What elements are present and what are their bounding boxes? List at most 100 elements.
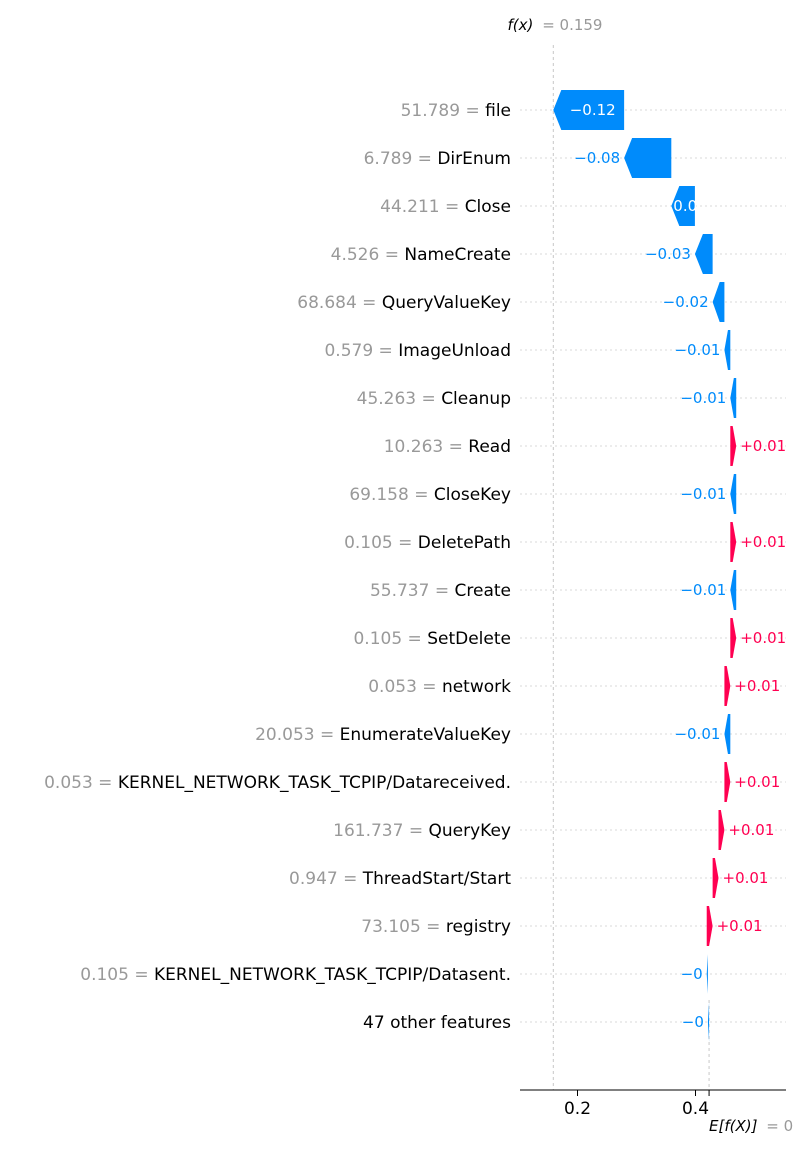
shap-value-label: +0.01 <box>717 917 763 935</box>
shap-value-label: +0.01 <box>740 629 786 647</box>
feature-name: QueryKey <box>429 821 512 841</box>
feature-label: 68.684 = QueryValueKey <box>297 293 511 313</box>
feature-label: 0.053 = KERNEL_NETWORK_TASK_TCPIP/Datare… <box>44 773 511 793</box>
negative-shap-bar <box>730 570 737 610</box>
fx-annotation: f(x) = 0.159 <box>508 16 603 34</box>
feature-value: 161.737 = <box>333 821 428 841</box>
shap-value-label: +0.01 <box>723 869 769 887</box>
negative-shap-bar <box>724 714 731 754</box>
feature-value: 0.053 = <box>368 677 442 697</box>
feature-label: 0.947 = ThreadStart/Start <box>289 869 511 889</box>
shap-value-label: +0.01 <box>734 677 780 695</box>
feature-label: 0.053 = network <box>368 677 511 697</box>
feature-value: 0.053 = <box>44 773 118 793</box>
ef-label: E[f(X)] <box>709 1117 758 1135</box>
shap-value-label: −0.01 <box>674 725 720 743</box>
positive-shap-bar <box>730 522 737 562</box>
negative-shap-bar <box>707 1002 710 1042</box>
x-axis: 0.2 0.4 <box>520 1089 786 1119</box>
negative-shap-bar <box>724 330 731 370</box>
feature-label: 55.737 = Create <box>370 581 511 601</box>
shap-value-label: −0.01 <box>674 341 720 359</box>
feature-label: 161.737 = QueryKey <box>333 821 511 841</box>
feature-value: 51.789 = <box>401 101 486 121</box>
negative-shap-bar <box>730 474 737 514</box>
feature-label: 51.789 = file <box>401 101 511 121</box>
positive-shap-bar <box>718 810 725 850</box>
feature-value: 0.579 = <box>324 341 398 361</box>
positive-shap-bar <box>730 426 737 466</box>
feature-name: EnumerateValueKey <box>340 725 511 745</box>
feature-value: 0.105 = <box>80 965 154 985</box>
shap-value-label: −0.08 <box>574 149 620 167</box>
feature-value: 0.105 = <box>344 533 418 553</box>
shap-value-label: +0.01 <box>740 437 786 455</box>
feature-value: 20.053 = <box>255 725 340 745</box>
positive-shap-bar <box>730 618 737 658</box>
feature-label: 69.158 = CloseKey <box>349 485 511 505</box>
negative-shap-bar <box>694 234 713 274</box>
feature-label: 0.579 = ImageUnload <box>324 341 511 361</box>
feature-label: 10.263 = Read <box>384 437 511 457</box>
shap-value-label: −0.01 <box>680 389 726 407</box>
feature-name: file <box>485 101 511 121</box>
feature-name: ThreadStart/Start <box>362 869 512 889</box>
feature-value: 10.263 = <box>384 437 469 457</box>
feature-name: registry <box>446 917 511 937</box>
feature-name: Read <box>468 437 511 457</box>
feature-value: 68.684 = <box>297 293 382 313</box>
ef-value: = 0 <box>766 1117 793 1135</box>
shap-value-label: +0.01 <box>728 821 774 839</box>
feature-label: 44.211 = Close <box>380 197 511 217</box>
shap-value-label: −0.01 <box>680 485 726 503</box>
feature-value: 44.211 = <box>380 197 465 217</box>
feature-label: 20.053 = EnumerateValueKey <box>255 725 511 745</box>
feature-value: 0.947 = <box>289 869 363 889</box>
positive-shap-bar <box>712 858 719 898</box>
feature-name: KERNEL_NETWORK_TASK_TCPIP/Datareceived. <box>118 773 511 793</box>
feature-name: ImageUnload <box>398 341 511 361</box>
positive-shap-bar <box>724 666 731 706</box>
shap-value-label: +0.01 <box>734 773 780 791</box>
feature-value: 6.789 = <box>364 149 438 169</box>
negative-shap-bar <box>624 138 672 178</box>
shap-value-label: −0 <box>681 965 703 983</box>
shap-value-label: −0.02 <box>663 293 709 311</box>
feature-label: 73.105 = registry <box>361 917 511 937</box>
feature-name: network <box>442 677 511 697</box>
shap-value-label: −0 <box>682 1013 704 1031</box>
feature-label: 45.263 = Cleanup <box>357 389 511 409</box>
negative-shap-bar <box>712 282 725 322</box>
label-layer: 51.789 = file −0.12 6.789 = DirEnum −0.08 44… <box>44 101 786 1033</box>
feature-label: 6.789 = DirEnum <box>364 149 511 169</box>
feature-value: 4.526 = <box>331 245 405 265</box>
shap-value-label: −0.01 <box>680 581 726 599</box>
negative-shap-bar <box>553 90 625 130</box>
feature-name: DeletePath <box>418 533 511 553</box>
fx-label: f(x) <box>508 16 534 34</box>
bar-layer <box>553 90 737 1042</box>
shap-value-label: −0.03 <box>645 245 691 263</box>
shap-value-label: +0.01 <box>740 533 786 551</box>
feature-name: QueryValueKey <box>382 293 511 313</box>
feature-value: 69.158 = <box>349 485 434 505</box>
feature-name: 47 other features <box>363 1013 511 1033</box>
shap-value-label: −0.12 <box>570 101 616 119</box>
positive-shap-bar <box>706 906 713 946</box>
negative-shap-bar <box>730 378 737 418</box>
feature-label: 0.105 = SetDelete <box>353 629 511 649</box>
negative-shap-bar <box>671 186 695 226</box>
negative-shap-bar <box>706 954 708 994</box>
feature-name: NameCreate <box>404 245 511 265</box>
feature-value: 73.105 = <box>361 917 446 937</box>
feature-label: 0.105 = KERNEL_NETWORK_TASK_TCPIP/Datase… <box>80 965 511 985</box>
feature-value: 55.737 = <box>370 581 455 601</box>
x-tick-label: 0.2 <box>564 1099 591 1119</box>
feature-name: CloseKey <box>434 485 511 505</box>
feature-label: 47 other features <box>363 1013 511 1033</box>
feature-name: Create <box>455 581 512 601</box>
x-tick-label: 0.4 <box>682 1099 709 1119</box>
fx-value: = 0.159 <box>542 16 602 34</box>
grid-layer <box>520 109 786 1023</box>
